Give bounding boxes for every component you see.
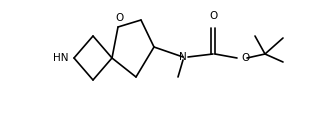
Text: O: O <box>115 13 123 23</box>
Text: O: O <box>241 53 249 63</box>
Text: O: O <box>209 11 217 21</box>
Text: HN: HN <box>52 53 68 63</box>
Text: N: N <box>179 52 187 62</box>
